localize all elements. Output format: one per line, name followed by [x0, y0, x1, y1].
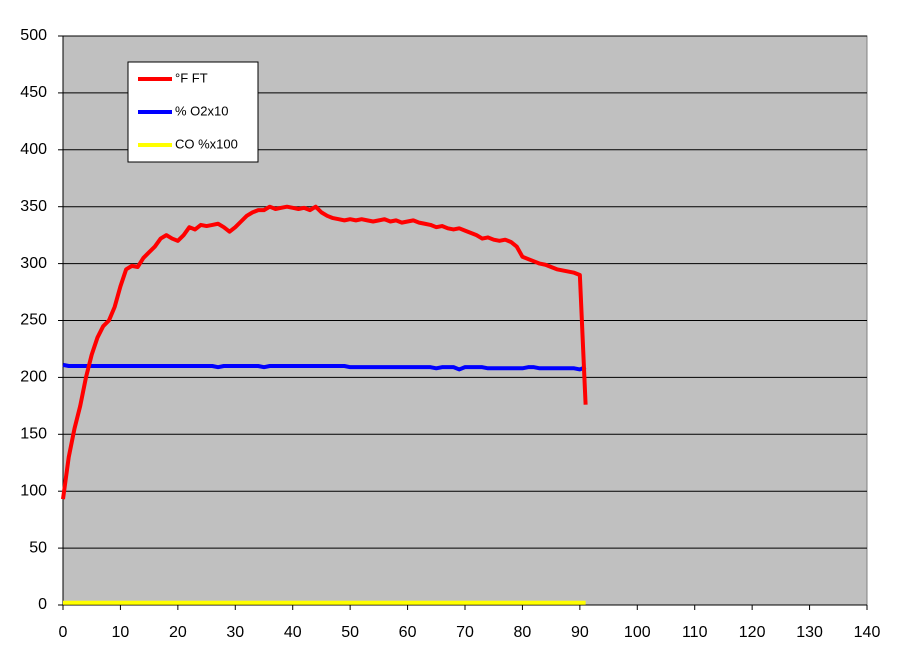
- x-tick-label: 110: [682, 624, 708, 641]
- y-tick-label: 50: [29, 539, 47, 556]
- x-tick-label: 130: [796, 624, 823, 641]
- series-line: [62, 362, 587, 372]
- legend: °F FT % O2x10 CO %x100: [127, 61, 259, 163]
- y-tick-label: 150: [20, 426, 47, 443]
- y-tick-label: 250: [20, 312, 47, 329]
- y-tick-label: 350: [20, 198, 47, 215]
- y-tick-label: 300: [20, 255, 47, 272]
- x-tick-label: 80: [514, 624, 532, 641]
- x-tick-label: 60: [399, 624, 417, 641]
- x-tick-label: 120: [739, 624, 766, 641]
- x-tick-label: 30: [226, 624, 244, 641]
- x-tick-label: 20: [169, 624, 187, 641]
- x-tick-label: 70: [456, 624, 474, 641]
- legend-label: % O2x10: [175, 103, 228, 118]
- x-tick-label: 140: [854, 624, 881, 641]
- x-tick-label: 50: [341, 624, 359, 641]
- x-tick-label: 40: [284, 624, 302, 641]
- y-tick-label: 200: [20, 369, 47, 386]
- y-tick-label: 500: [20, 27, 47, 44]
- y-tick-label: 0: [38, 596, 47, 613]
- legend-label: °F FT: [175, 70, 208, 85]
- y-tick-label: 100: [20, 482, 47, 499]
- y-tick-label: 400: [20, 141, 47, 158]
- series-line: [61, 204, 588, 500]
- y-tick-label: 450: [20, 84, 47, 101]
- x-tick-label: 90: [571, 624, 589, 641]
- x-tick-label: 10: [112, 624, 130, 641]
- x-tick-label: 100: [624, 624, 651, 641]
- x-tick-label: 0: [59, 624, 68, 641]
- legend-label: CO %x100: [175, 136, 238, 151]
